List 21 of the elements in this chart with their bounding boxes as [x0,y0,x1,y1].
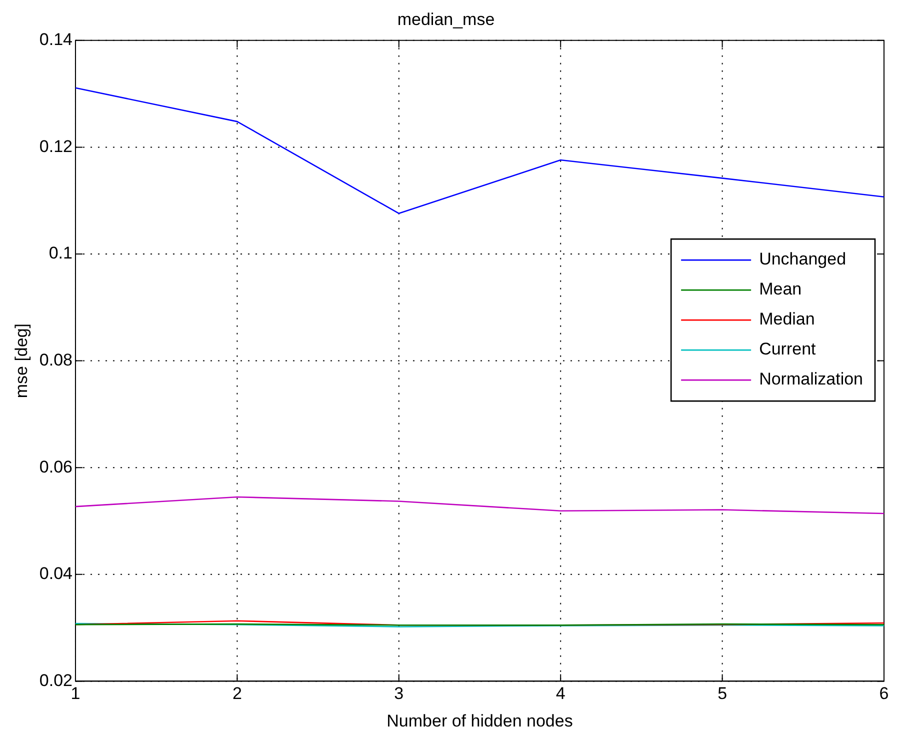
x-tick-label: 5 [718,684,728,704]
y-tick-label: 0.14 [39,30,72,50]
y-tick-label: 0.04 [39,564,72,584]
y-tick-label: 0.1 [48,244,72,263]
legend-label: Normalization [759,370,864,389]
y-tick-label: 0.12 [39,136,72,156]
x-tick-label: 6 [879,684,889,704]
x-tick-label: 2 [232,684,242,704]
y-axis-title: mse [deg] [12,323,31,398]
legend-label: Current [759,340,816,359]
y-tick-label: 0.08 [39,350,72,370]
x-tick-label: 3 [394,684,404,704]
y-tick-label: 0.06 [39,457,72,476]
chart-title: median_mse [397,10,495,29]
x-tick-label: 4 [556,684,566,704]
legend-label: Unchanged [759,250,846,269]
x-axis-title: Number of hidden nodes [386,711,573,730]
x-tick-label: 1 [70,684,80,704]
legend-label: Median [759,310,815,329]
legend-label: Mean [759,280,802,299]
y-tick-label: 0.02 [39,670,72,690]
